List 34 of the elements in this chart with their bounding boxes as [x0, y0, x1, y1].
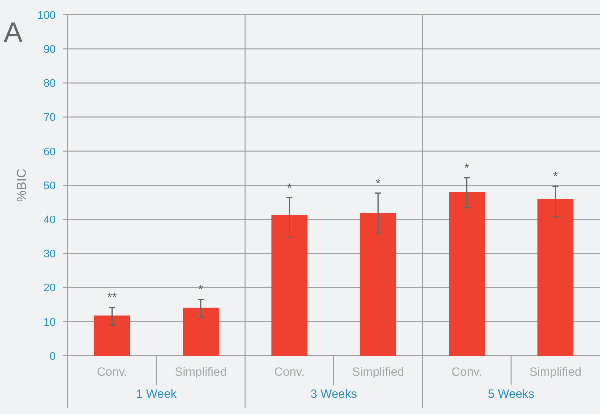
y-tick-label: 100 [38, 10, 56, 22]
bar [449, 192, 485, 356]
x-tick-label: Conv. [452, 365, 482, 379]
data-label: * [198, 282, 204, 297]
text: 3 Weeks [310, 387, 358, 401]
data-label: * [464, 161, 470, 175]
data-label: * [287, 180, 292, 195]
bar [183, 308, 219, 356]
y-axis-title: %BIC [14, 168, 29, 202]
y-tick-label: 50 [44, 180, 56, 192]
y-tick-label: 20 [44, 282, 56, 295]
bar [360, 213, 396, 356]
y-tick-label: 70 [44, 112, 56, 124]
y-tick-label: 90 [44, 44, 56, 56]
data-label: ** [108, 290, 118, 305]
bar [272, 216, 308, 356]
y-tick-label: 80 [44, 78, 56, 90]
y-tick-label: 10 [44, 316, 56, 329]
x-tick-label: Simplified [352, 365, 404, 379]
text: 1 Week [136, 387, 178, 401]
x-tick-label: Simplified [174, 365, 228, 379]
y-tick-label: 60 [44, 146, 56, 158]
text: A [4, 17, 23, 48]
x-tick-label: Simplified [530, 365, 582, 379]
y-tick-label: 30 [44, 248, 56, 261]
x-tick-label: Conv. [97, 365, 128, 379]
text: 5 Weeks [488, 387, 535, 401]
data-label: * [553, 170, 558, 184]
bar [538, 199, 574, 356]
y-tick-label: 0 [50, 350, 56, 363]
bar [94, 316, 130, 356]
data-label: * [376, 176, 381, 190]
x-tick-label: Conv. [274, 365, 305, 379]
y-tick-label: 40 [44, 214, 56, 226]
